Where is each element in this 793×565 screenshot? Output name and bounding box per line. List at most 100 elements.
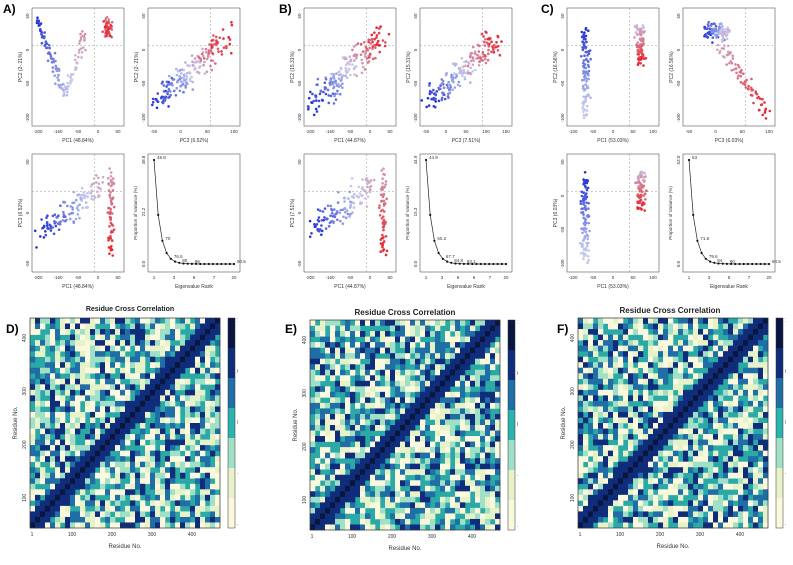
- heatmap-cell: [100, 439, 106, 446]
- heatmap-cell: [430, 386, 436, 393]
- heatmap-cell: [638, 505, 644, 512]
- scatter-point: [381, 236, 385, 240]
- scree-point: [763, 262, 766, 266]
- scatter-point: [636, 48, 640, 52]
- heatmap-cell: [60, 356, 66, 363]
- heatmap-cell: [335, 369, 341, 376]
- heatmap-cell: [405, 336, 411, 343]
- heatmap-cell: [150, 373, 156, 380]
- heatmap-cell: [400, 375, 406, 382]
- heatmap-cell: [60, 400, 66, 407]
- y-axis-label: Residue No.: [293, 408, 299, 441]
- scatter-point: [378, 206, 381, 210]
- x-tick-label: -200: [33, 129, 43, 134]
- scatter-point: [722, 36, 725, 40]
- heatmap-cell: [100, 500, 106, 507]
- heatmap-cell: [120, 467, 126, 474]
- heatmap-cell: [325, 491, 331, 498]
- scatter-point: [642, 26, 645, 30]
- heatmap-cell: [400, 513, 406, 520]
- heatmap-cell: [603, 411, 609, 418]
- scatter-point: [332, 221, 335, 224]
- heatmap-cell: [345, 480, 351, 487]
- heatmap-cell: [170, 323, 176, 330]
- heatmap-cell: [405, 441, 411, 448]
- heatmap-cell: [608, 411, 614, 418]
- scatter-point: [369, 184, 373, 188]
- y-tick-label: 50: [297, 13, 302, 19]
- scatter-point: [441, 91, 444, 95]
- heatmap-cell: [50, 494, 56, 501]
- heatmap-cell: [490, 430, 496, 437]
- heatmap-cell: [355, 425, 361, 431]
- scatter-point: [331, 76, 335, 79]
- scatter-point: [320, 219, 324, 222]
- heatmap-cell: [340, 380, 346, 387]
- heatmap-cell: [215, 356, 221, 363]
- heatmap-cell: [678, 505, 684, 512]
- heatmap-cell: [648, 378, 654, 385]
- scatter-point: [635, 33, 639, 36]
- scatter-point: [587, 202, 590, 205]
- heatmap-cell: [663, 450, 669, 457]
- heatmap-cell: [435, 320, 441, 326]
- heatmap-cell: [350, 474, 356, 481]
- scatter-point: [477, 64, 481, 67]
- panel-label-b: B): [279, 2, 292, 16]
- heatmap-cell: [578, 384, 584, 391]
- heatmap-cell: [215, 516, 221, 523]
- heatmap-cell: [85, 467, 91, 474]
- colorbar-step: [508, 410, 515, 441]
- heatmap-cell: [593, 461, 599, 468]
- scatter-point: [204, 47, 208, 51]
- scatter-point: [474, 68, 477, 72]
- heatmap-cell: [135, 340, 141, 346]
- heatmap-cell: [125, 406, 131, 413]
- heatmap-cell: [125, 511, 131, 518]
- heatmap-cell: [175, 323, 181, 330]
- heatmap-cell: [320, 325, 326, 332]
- heatmap-cell: [315, 474, 321, 481]
- heatmap-cell: [480, 463, 486, 470]
- scatter-point: [191, 80, 194, 84]
- scatter-point: [580, 194, 584, 198]
- y-tick-label: 50: [25, 13, 30, 19]
- colorbar: 1.00.50.0-0.5-1.0: [227, 317, 238, 529]
- heatmap-cell: [648, 434, 654, 440]
- corr-map-d: 1 100 200 300 400 100 200 300 400 Residue No. Resi…: [8, 316, 238, 561]
- heatmap-cell: [345, 364, 351, 371]
- scatter-point: [385, 197, 388, 201]
- heatmap-cell: [150, 522, 156, 529]
- heatmap-cell: [120, 318, 126, 324]
- heatmap-cell: [390, 364, 396, 371]
- scatter-point: [379, 242, 383, 245]
- scatter-point: [111, 189, 115, 192]
- heatmap-cell: [643, 428, 649, 435]
- heatmap-cell: [583, 450, 589, 457]
- scatter-point: [360, 71, 364, 75]
- heatmap-cell: [335, 474, 341, 481]
- x-tick-label: -50: [75, 275, 82, 280]
- heatmap-cell: [683, 345, 689, 352]
- heatmap-cell: [395, 380, 401, 387]
- scatter-point: [587, 207, 590, 210]
- heatmap-cell: [165, 318, 171, 324]
- heatmap-cell: [673, 362, 679, 369]
- heatmap-cell: [593, 378, 599, 385]
- heatmap-cell: [50, 483, 56, 490]
- heatmap-cell: [673, 456, 679, 462]
- scatter-point: [371, 37, 374, 41]
- heatmap-cell: [105, 384, 111, 391]
- heatmap-cell: [588, 505, 594, 512]
- heatmap-cell: [365, 364, 371, 371]
- heatmap-cell: [315, 419, 321, 426]
- heatmap-cell: [425, 513, 431, 520]
- heatmap-cell: [335, 419, 341, 426]
- heatmap-cell: [598, 434, 604, 440]
- heatmap-cell: [120, 389, 126, 396]
- heatmap-cell: [325, 425, 331, 431]
- heatmap-cell: [125, 395, 131, 402]
- colorbar-label: -1.0: [237, 522, 238, 528]
- heatmap-cell: [120, 334, 126, 341]
- heatmap-cell: [145, 378, 151, 385]
